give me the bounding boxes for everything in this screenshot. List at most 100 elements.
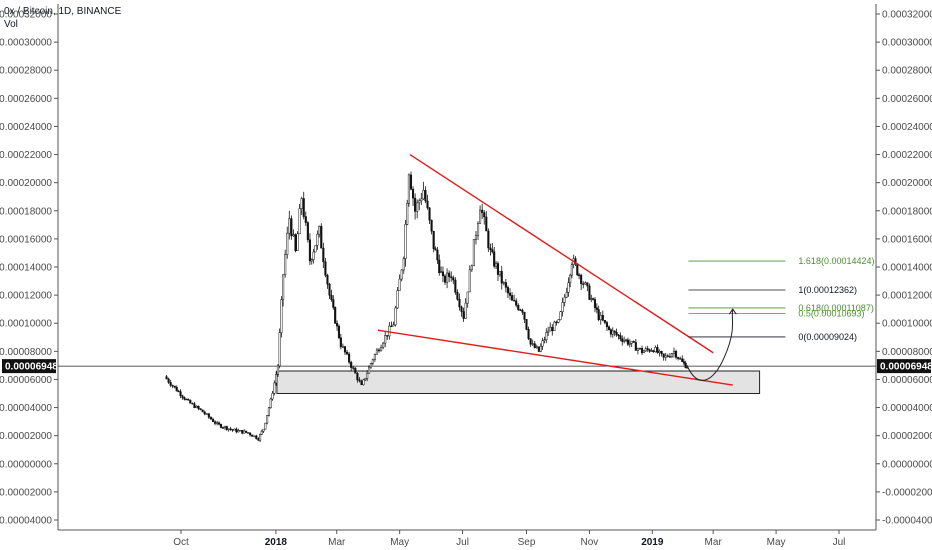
- fib-level-label: 1(0.00012362): [798, 285, 857, 295]
- candle-body: [380, 347, 383, 352]
- candle-body: [364, 378, 367, 381]
- candle-body: [666, 355, 669, 357]
- fib-level-label: 0.5(0.00010693): [798, 308, 864, 318]
- candle-body: [356, 372, 359, 381]
- y-tick-label-left: 0.00030000: [0, 38, 52, 49]
- candle-body: [462, 311, 465, 319]
- candle-body: [205, 413, 208, 415]
- candle-body: [621, 338, 624, 342]
- candle-body: [392, 324, 395, 327]
- projection-arrowhead: [728, 308, 737, 315]
- candle-body: [592, 298, 595, 300]
- candle-body: [434, 248, 437, 251]
- x-tick-label: Jul: [833, 537, 846, 548]
- candle-body: [569, 274, 572, 284]
- candle-body: [199, 408, 202, 411]
- candle-body: [300, 198, 303, 209]
- candle-body: [650, 350, 653, 352]
- candle-body: [239, 430, 242, 432]
- candle-body: [561, 302, 564, 313]
- candle-body: [278, 332, 281, 367]
- candle-body: [306, 222, 309, 241]
- candle-body: [420, 198, 423, 202]
- candle-body: [638, 347, 641, 350]
- candle-body: [171, 385, 174, 387]
- candle-body: [229, 428, 232, 430]
- candle-body: [377, 349, 381, 352]
- candle-body: [308, 239, 311, 262]
- x-tick-label: 2019: [641, 537, 664, 548]
- candle-body: [506, 287, 509, 294]
- candle-body: [400, 269, 403, 280]
- candle-body: [513, 300, 516, 302]
- candle-body: [574, 258, 577, 265]
- candle-body: [632, 340, 635, 343]
- y-tick-label-left: 0.00016000: [0, 234, 52, 245]
- y-tick-label-right: 0.00024000: [882, 122, 932, 133]
- candle-body: [496, 263, 500, 275]
- candle-body: [493, 251, 496, 267]
- candle-body: [623, 340, 626, 342]
- y-tick-label-left: 0.00020000: [0, 178, 52, 189]
- x-tick-label: May: [390, 537, 409, 548]
- candle-body: [517, 304, 520, 310]
- candle-body: [543, 339, 546, 342]
- x-tick-label: Sep: [518, 537, 536, 548]
- candle-body: [343, 346, 347, 353]
- candle-body: [358, 379, 361, 382]
- candle-body: [508, 292, 512, 296]
- candle-body: [511, 295, 514, 301]
- volume-indicator-label[interactable]: Vol: [4, 19, 18, 30]
- candle-body: [613, 330, 616, 333]
- y-tick-label-left: 0.00014000: [0, 263, 52, 274]
- candle-body: [468, 269, 471, 293]
- candle-body: [662, 353, 665, 358]
- candle-body: [537, 346, 540, 352]
- candle-body: [593, 299, 597, 308]
- candle-body: [529, 338, 532, 345]
- candle-body: [626, 339, 629, 345]
- candle-body: [253, 435, 256, 437]
- candle-body: [173, 385, 176, 388]
- candle-body: [245, 430, 248, 433]
- candle-body: [367, 366, 371, 374]
- candle-body: [603, 320, 606, 323]
- candle-body: [348, 353, 351, 363]
- candle-body: [187, 399, 190, 401]
- candle-body: [373, 354, 376, 360]
- candle-body: [609, 329, 612, 335]
- candle-body: [312, 251, 315, 260]
- candle-body: [416, 202, 419, 212]
- candle-body: [624, 339, 628, 341]
- candle-body: [246, 432, 250, 434]
- candle-body: [504, 282, 507, 288]
- y-tick-label-right: 0.00014000: [882, 263, 932, 274]
- x-tick-label: Jul: [456, 537, 469, 548]
- y-tick-label-right: 0.00006000: [882, 375, 932, 386]
- candle-body: [345, 351, 349, 355]
- y-tick-label-right: 0.00004000: [882, 403, 932, 414]
- candle-body: [203, 411, 206, 415]
- candle-body: [679, 358, 682, 360]
- candle-body: [654, 347, 657, 353]
- candle-body: [294, 234, 297, 251]
- axes: 0.00032000 0.00032000 0.00030000 0.00030000…: [0, 4, 932, 548]
- candle-body: [296, 233, 299, 251]
- candle-body: [479, 209, 482, 224]
- fib-level-label: 0.618(0.00011087): [798, 303, 873, 313]
- candle-body: [636, 348, 639, 351]
- candle-body: [177, 390, 180, 393]
- candle-body: [318, 226, 321, 235]
- candle-body: [216, 422, 219, 424]
- candle-body: [527, 329, 530, 339]
- candle-body: [567, 282, 570, 293]
- candle-body: [541, 340, 544, 347]
- candle-body: [249, 432, 252, 436]
- candle-body: [237, 430, 240, 433]
- candle-body: [570, 264, 573, 276]
- candle-body: [640, 347, 644, 354]
- candle-body: [233, 428, 236, 431]
- candle-body: [339, 337, 342, 347]
- candle-body: [189, 399, 192, 404]
